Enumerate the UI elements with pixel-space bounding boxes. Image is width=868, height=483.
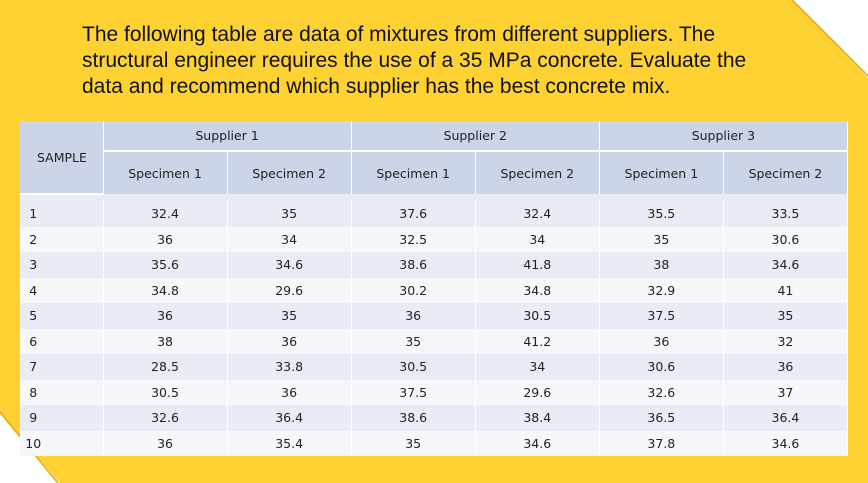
table-row: 6 38 36 35 41.2 36 32 xyxy=(20,328,849,354)
supplier-mix-table: SAMPLE Supplier 1 Supplier 2 Supplier 3 … xyxy=(20,121,849,456)
table-body: 1 32.4 35 37.6 32.4 35.5 33.5 2 36 34 32.5 34 35 30.6… xyxy=(20,194,849,456)
value-cell: 36 xyxy=(351,303,476,329)
value-cell: 29.6 xyxy=(227,277,352,303)
sample-number-cell: 7 xyxy=(20,354,104,380)
value-cell: 37 xyxy=(723,379,849,405)
specimen-header: Specimen 2 xyxy=(723,151,849,194)
value-cell: 34.6 xyxy=(227,252,352,278)
value-cell: 34.6 xyxy=(723,430,849,456)
value-cell: 34.8 xyxy=(103,277,228,303)
question-text: The following table are data of mixtures… xyxy=(82,22,802,100)
value-cell: 37.8 xyxy=(599,430,724,456)
value-cell: 38.6 xyxy=(351,405,476,431)
value-cell: 35 xyxy=(227,201,352,227)
sample-number-cell: 5 xyxy=(20,303,104,329)
value-cell: 30.6 xyxy=(599,354,724,380)
value-cell: 36 xyxy=(227,328,352,354)
value-cell: 29.6 xyxy=(475,379,600,405)
value-cell: 32.5 xyxy=(351,226,476,252)
supplier-2-header: Supplier 2 xyxy=(351,121,600,152)
table-row: 5 36 35 36 30.5 37.5 35 xyxy=(20,303,849,329)
value-cell: 32.6 xyxy=(103,405,228,431)
value-cell: 34.6 xyxy=(475,430,600,456)
value-cell: 38 xyxy=(599,252,724,278)
value-cell: 36 xyxy=(723,354,849,380)
sample-number-cell: 1 xyxy=(20,201,104,227)
specimen-header: Specimen 1 xyxy=(351,151,476,194)
value-cell: 30.5 xyxy=(351,354,476,380)
value-cell: 30.5 xyxy=(475,303,600,329)
question-line-1: The following table are data of mixtures… xyxy=(82,23,716,46)
value-cell: 36 xyxy=(103,226,228,252)
value-cell: 36 xyxy=(227,379,352,405)
value-cell: 28.5 xyxy=(103,354,228,380)
value-cell: 30.6 xyxy=(723,226,849,252)
value-cell: 35.5 xyxy=(599,201,724,227)
value-cell: 34 xyxy=(475,354,600,380)
sample-number-cell: 6 xyxy=(20,328,104,354)
value-cell: 35 xyxy=(351,430,476,456)
value-cell: 36.4 xyxy=(723,405,849,431)
table-row: 7 28.5 33.8 30.5 34 30.6 36 xyxy=(20,354,849,380)
value-cell: 32.4 xyxy=(103,201,228,227)
value-cell: 36.4 xyxy=(227,405,352,431)
value-cell: 35 xyxy=(599,226,724,252)
question-line-2: structural engineer requires the use of … xyxy=(82,49,747,72)
value-cell: 36.5 xyxy=(599,405,724,431)
value-cell: 34 xyxy=(475,226,600,252)
table-row: 4 34.8 29.6 30.2 34.8 32.9 41 xyxy=(20,277,849,303)
value-cell: 32 xyxy=(723,328,849,354)
sample-number-cell: 2 xyxy=(20,226,104,252)
sample-number-cell: 9 xyxy=(20,405,104,431)
table-row: 9 32.6 36.4 38.6 38.4 36.5 36.4 xyxy=(20,405,849,431)
value-cell: 38 xyxy=(103,328,228,354)
value-cell: 34.8 xyxy=(475,277,600,303)
sample-number-cell: 3 xyxy=(20,252,104,278)
value-cell: 35 xyxy=(723,303,849,329)
value-cell: 37.5 xyxy=(351,379,476,405)
value-cell: 35 xyxy=(351,328,476,354)
table-row: 10 36 35.4 35 34.6 37.8 34.6 xyxy=(20,430,849,456)
specimen-header: Specimen 1 xyxy=(599,151,724,194)
supplier-3-header: Supplier 3 xyxy=(599,121,849,152)
table-row: 1 32.4 35 37.6 32.4 35.5 33.5 xyxy=(20,201,849,227)
sample-number-cell: 4 xyxy=(20,277,104,303)
value-cell: 41.2 xyxy=(475,328,600,354)
value-cell: 36 xyxy=(599,328,724,354)
value-cell: 32.9 xyxy=(599,277,724,303)
sample-column-header: SAMPLE xyxy=(20,121,104,195)
specimen-header-row: Specimen 1 Specimen 2 Specimen 1 Specime… xyxy=(20,151,849,194)
value-cell: 37.5 xyxy=(599,303,724,329)
value-cell: 41.8 xyxy=(475,252,600,278)
value-cell: 36 xyxy=(103,303,228,329)
value-cell: 33.5 xyxy=(723,201,849,227)
value-cell: 34 xyxy=(227,226,352,252)
value-cell: 33.8 xyxy=(227,354,352,380)
value-cell: 35 xyxy=(227,303,352,329)
specimen-header: Specimen 2 xyxy=(475,151,600,194)
value-cell: 35.4 xyxy=(227,430,352,456)
table-row: 8 30.5 36 37.5 29.6 32.6 37 xyxy=(20,379,849,405)
value-cell: 37.6 xyxy=(351,201,476,227)
question-line-3: data and recommend which supplier has th… xyxy=(82,75,671,98)
value-cell: 34.6 xyxy=(723,252,849,278)
value-cell: 30.2 xyxy=(351,277,476,303)
sample-number-cell: 8 xyxy=(20,379,104,405)
specimen-header: Specimen 2 xyxy=(227,151,352,194)
supplier-header-row: SAMPLE Supplier 1 Supplier 2 Supplier 3 xyxy=(20,121,849,195)
value-cell: 35.6 xyxy=(103,252,228,278)
value-cell: 36 xyxy=(103,430,228,456)
value-cell: 38.6 xyxy=(351,252,476,278)
table-row: 3 35.6 34.6 38.6 41.8 38 34.6 xyxy=(20,252,849,278)
supplier-1-header: Supplier 1 xyxy=(103,121,352,152)
value-cell: 41 xyxy=(723,277,849,303)
table-row: 2 36 34 32.5 34 35 30.6 xyxy=(20,226,849,252)
sample-number-cell: 10 xyxy=(20,430,104,456)
value-cell: 32.6 xyxy=(599,379,724,405)
value-cell: 30.5 xyxy=(103,379,228,405)
table-spacer xyxy=(20,194,848,201)
value-cell: 38.4 xyxy=(475,405,600,431)
specimen-header: Specimen 1 xyxy=(103,151,228,194)
value-cell: 32.4 xyxy=(475,201,600,227)
